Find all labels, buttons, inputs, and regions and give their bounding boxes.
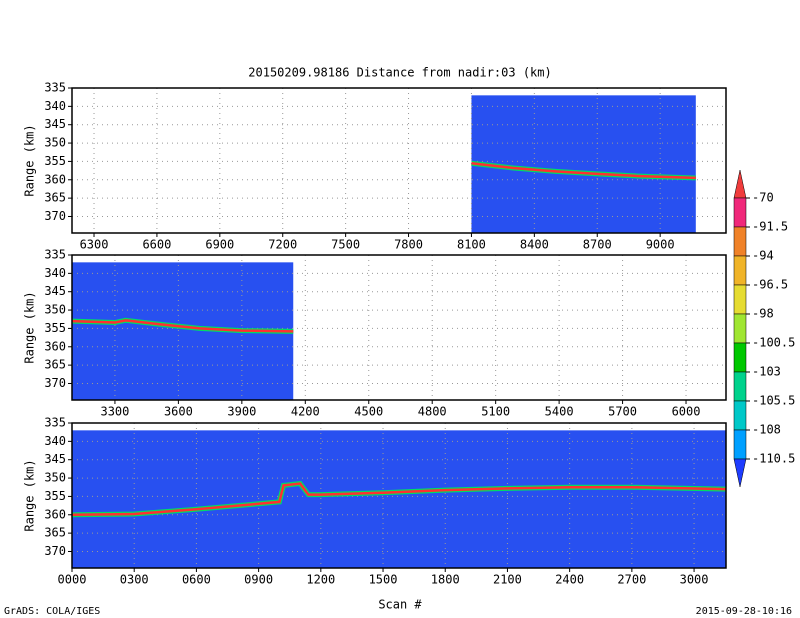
x-tick-label: 1200 xyxy=(306,573,335,587)
colorbar-label: -103 xyxy=(752,365,781,379)
y-axis-label: Range (km) xyxy=(23,124,37,196)
x-tick-label: 6300 xyxy=(80,238,109,252)
y-tick-label: 360 xyxy=(44,172,66,186)
x-tick-label: 8400 xyxy=(520,238,549,252)
colorbar-label: -105.5 xyxy=(752,394,795,408)
y-tick-label: 360 xyxy=(44,339,66,353)
x-tick-label: 3000 xyxy=(680,573,709,587)
x-axis-label: Scan # xyxy=(378,598,422,612)
data-area xyxy=(72,430,726,568)
x-tick-label: 6600 xyxy=(142,238,171,252)
x-tick-label: 2400 xyxy=(555,573,584,587)
x-tick-label: 4200 xyxy=(291,405,320,419)
colorbar-cap xyxy=(733,169,747,199)
chart-title: 20150209.98186 Distance from nadir:03 (k… xyxy=(248,66,551,80)
x-tick-label: 7500 xyxy=(331,238,360,252)
y-tick-label: 370 xyxy=(44,544,66,558)
x-tick-label: 0900 xyxy=(244,573,273,587)
x-tick-label: 4800 xyxy=(418,405,447,419)
x-tick-label: 9000 xyxy=(646,238,675,252)
colorbar-label: -108 xyxy=(752,423,781,437)
line xyxy=(72,319,294,333)
y-tick-label: 350 xyxy=(44,471,66,485)
x-tick-label: 0000 xyxy=(58,573,87,587)
y-tick-label: 350 xyxy=(44,136,66,150)
y-tick-label: 335 xyxy=(44,248,66,262)
x-tick-label: 0300 xyxy=(120,573,149,587)
colorbar-box xyxy=(733,197,747,228)
plot-frame xyxy=(71,254,727,401)
footer-right: 2015-09-28-10:16 xyxy=(696,606,792,617)
x-tick-label: 8700 xyxy=(583,238,612,252)
colorbar-box xyxy=(733,429,747,460)
x-tick-label: 7200 xyxy=(268,238,297,252)
y-tick-label: 365 xyxy=(44,358,66,372)
y-tick-label: 345 xyxy=(44,117,66,131)
y-tick-label: 360 xyxy=(44,507,66,521)
data-area xyxy=(471,95,696,233)
y-tick-label: 340 xyxy=(44,434,66,448)
colorbar-label: -91.5 xyxy=(752,220,788,234)
colorbar-box xyxy=(733,371,747,402)
colorbar-cap xyxy=(733,458,747,488)
colorbar-label: -96.5 xyxy=(752,278,788,292)
x-tick-label: 2100 xyxy=(493,573,522,587)
x-tick-label: 5100 xyxy=(481,405,510,419)
y-tick-label: 340 xyxy=(44,99,66,113)
y-tick-label: 335 xyxy=(44,416,66,430)
colorbar-label: -110.5 xyxy=(752,452,795,466)
y-axis-label: Range (km) xyxy=(23,459,37,531)
colorbar-label: -98 xyxy=(752,307,774,321)
colorbar-box xyxy=(733,342,747,373)
x-tick-label: 7800 xyxy=(394,238,423,252)
colorbar-box xyxy=(733,313,747,344)
x-tick-label: 5400 xyxy=(545,405,574,419)
y-tick-label: 355 xyxy=(44,154,66,168)
colorbar-label: -70 xyxy=(752,191,774,205)
line xyxy=(471,162,696,180)
y-axis-label: Range (km) xyxy=(23,291,37,363)
plot-frame xyxy=(71,87,727,234)
y-tick-label: 355 xyxy=(44,321,66,335)
x-tick-label: 5700 xyxy=(608,405,637,419)
colorbar-box xyxy=(733,226,747,257)
x-tick-label: 3300 xyxy=(100,405,129,419)
colorbar-label: -94 xyxy=(752,249,774,263)
y-tick-label: 370 xyxy=(44,376,66,390)
x-tick-label: 0600 xyxy=(182,573,211,587)
colorbar-label: -100.5 xyxy=(752,336,795,350)
footer-left: GrADS: COLA/IGES xyxy=(4,606,100,617)
x-tick-label: 6900 xyxy=(205,238,234,252)
line xyxy=(72,482,726,517)
colorbar-box xyxy=(733,400,747,431)
x-tick-label: 3900 xyxy=(227,405,256,419)
y-tick-label: 365 xyxy=(44,526,66,540)
x-tick-label: 8100 xyxy=(457,238,486,252)
colorbar-box xyxy=(733,284,747,315)
x-tick-label: 3600 xyxy=(164,405,193,419)
y-tick-label: 355 xyxy=(44,489,66,503)
x-tick-label: 6000 xyxy=(672,405,701,419)
y-tick-label: 350 xyxy=(44,303,66,317)
x-tick-label: 1800 xyxy=(431,573,460,587)
y-tick-label: 335 xyxy=(44,81,66,95)
y-tick-label: 345 xyxy=(44,452,66,466)
plot-frame xyxy=(71,422,727,569)
x-tick-label: 4500 xyxy=(354,405,383,419)
x-tick-label: 1500 xyxy=(369,573,398,587)
y-tick-label: 340 xyxy=(44,266,66,280)
y-tick-label: 370 xyxy=(44,209,66,223)
y-tick-label: 365 xyxy=(44,191,66,205)
y-tick-label: 345 xyxy=(44,284,66,298)
x-tick-label: 2700 xyxy=(617,573,646,587)
colorbar-box xyxy=(733,255,747,286)
